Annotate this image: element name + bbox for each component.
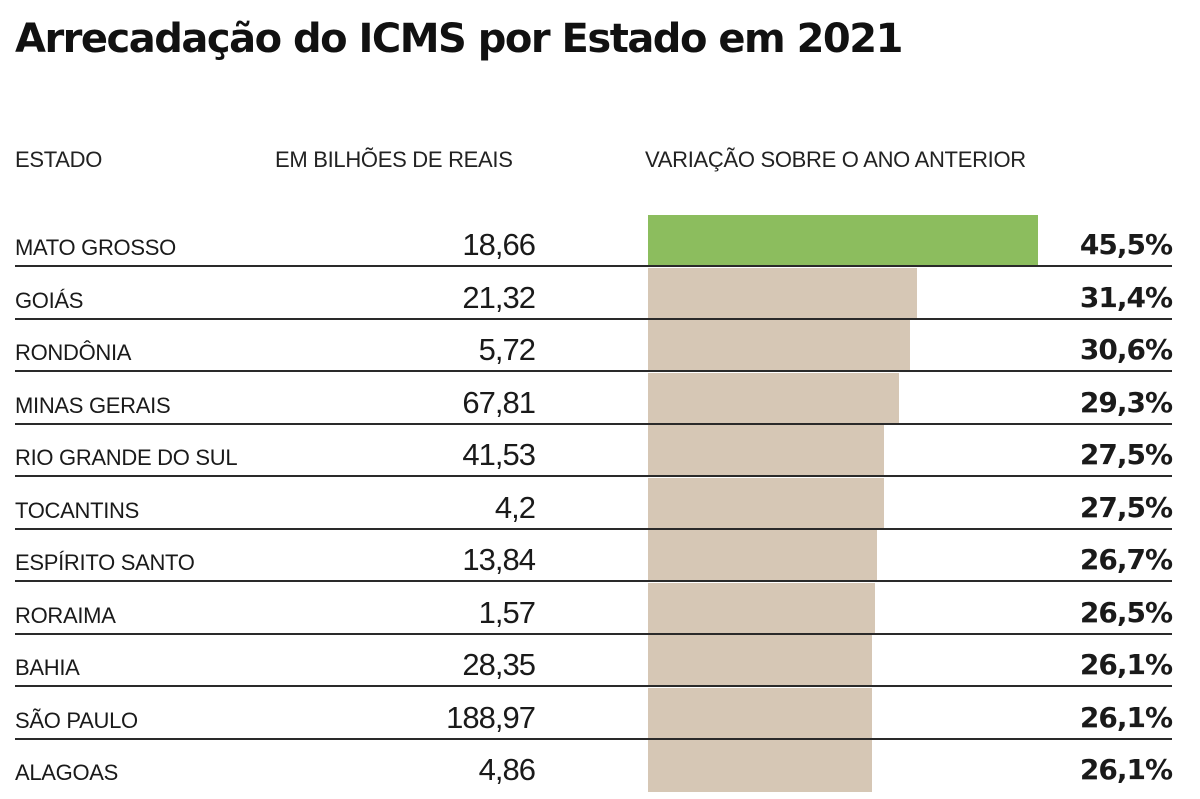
icms-value: 1,57	[478, 594, 536, 630]
state-name: RORAIMA	[15, 602, 116, 628]
state-name: MATO GROSSO	[15, 235, 176, 260]
row-divider	[15, 685, 1172, 687]
row-divider	[15, 475, 1172, 477]
variation-bar	[648, 372, 900, 424]
icms-value: 67,81	[462, 384, 536, 420]
table-row: SÃO PAULO 188,97 26,1%	[0, 687, 1200, 740]
table-row: ALAGOAS 4,86 26,1%	[0, 740, 1200, 792]
variation-bar	[648, 740, 872, 792]
icms-value: 5,72	[478, 332, 536, 367]
row-divider	[15, 422, 1172, 425]
state-name: SÃO PAULO	[15, 707, 138, 733]
row-divider	[15, 580, 1172, 582]
row-divider	[15, 317, 1172, 320]
icms-value: 18,66	[462, 227, 536, 262]
row-divider	[15, 265, 1172, 267]
variation-percent: 26,5%	[1079, 595, 1173, 629]
icms-value: 4,2	[494, 489, 536, 525]
table-row: MATO GROSSO 18,66 45,5%	[0, 215, 1200, 267]
icms-value: 4,86	[478, 752, 536, 787]
table-row: BAHIA 28,35 26,1%	[0, 635, 1200, 687]
variation-percent: 31,4%	[1079, 280, 1173, 314]
row-divider	[15, 737, 1172, 740]
table-row: MINAS GERAIS 67,81 29,3%	[0, 372, 1200, 425]
variation-bar	[648, 425, 884, 477]
variation-percent: 26,1%	[1079, 753, 1173, 786]
variation-bar	[648, 687, 872, 739]
variation-percent: 27,5%	[1079, 490, 1173, 524]
table-row: RIO GRANDE DO SUL 41,53 27,5%	[0, 425, 1200, 477]
table-row: TOCANTINS 4,2 27,5%	[0, 477, 1200, 530]
icms-value: 21,32	[462, 279, 536, 315]
state-name: MINAS GERAIS	[15, 392, 171, 418]
variation-bar	[648, 582, 876, 634]
variation-percent: 45,5%	[1079, 228, 1173, 261]
state-name: RONDÔNIA	[15, 340, 132, 365]
column-header-valor: EM BILHÕES DE REAIS	[275, 147, 513, 172]
icms-value: 28,35	[462, 647, 536, 682]
state-name: TOCANTINS	[15, 497, 140, 523]
icms-value: 13,84	[462, 542, 536, 577]
table-row: GOIÁS 21,32 31,4%	[0, 267, 1200, 320]
variation-bar	[648, 530, 877, 582]
variation-bar	[648, 635, 872, 687]
state-name: ALAGOAS	[15, 760, 119, 785]
variation-percent: 30,6%	[1079, 333, 1173, 366]
state-name: ESPÍRITO SANTO	[15, 550, 195, 575]
variation-percent: 26,7%	[1079, 543, 1173, 576]
column-header-variacao: VARIAÇÃO SOBRE O ANO ANTERIOR	[645, 147, 1026, 172]
variation-percent: 29,3%	[1079, 385, 1173, 419]
icms-value: 188,97	[446, 699, 536, 735]
variation-bar	[648, 267, 918, 319]
variation-bar	[648, 320, 911, 372]
state-name: RIO GRANDE DO SUL	[15, 445, 238, 470]
variation-percent: 26,1%	[1079, 648, 1173, 681]
row-divider	[15, 632, 1172, 635]
column-header-estado: ESTADO	[15, 147, 103, 172]
icms-value: 41,53	[462, 437, 536, 472]
row-divider	[15, 527, 1172, 530]
variation-bar	[648, 215, 1038, 267]
table-row: RONDÔNIA 5,72 30,6%	[0, 320, 1200, 372]
table-row: RORAIMA 1,57 26,5%	[0, 582, 1200, 635]
variation-percent: 27,5%	[1079, 438, 1173, 471]
variation-bar	[648, 477, 884, 529]
state-name: GOIÁS	[15, 287, 84, 313]
row-divider	[15, 370, 1172, 372]
state-name: BAHIA	[15, 655, 80, 680]
table-row: ESPÍRITO SANTO 13,84 26,7%	[0, 530, 1200, 582]
variation-percent: 26,1%	[1079, 700, 1173, 734]
chart-title: Arrecadação do ICMS por Estado em 2021	[15, 16, 903, 62]
